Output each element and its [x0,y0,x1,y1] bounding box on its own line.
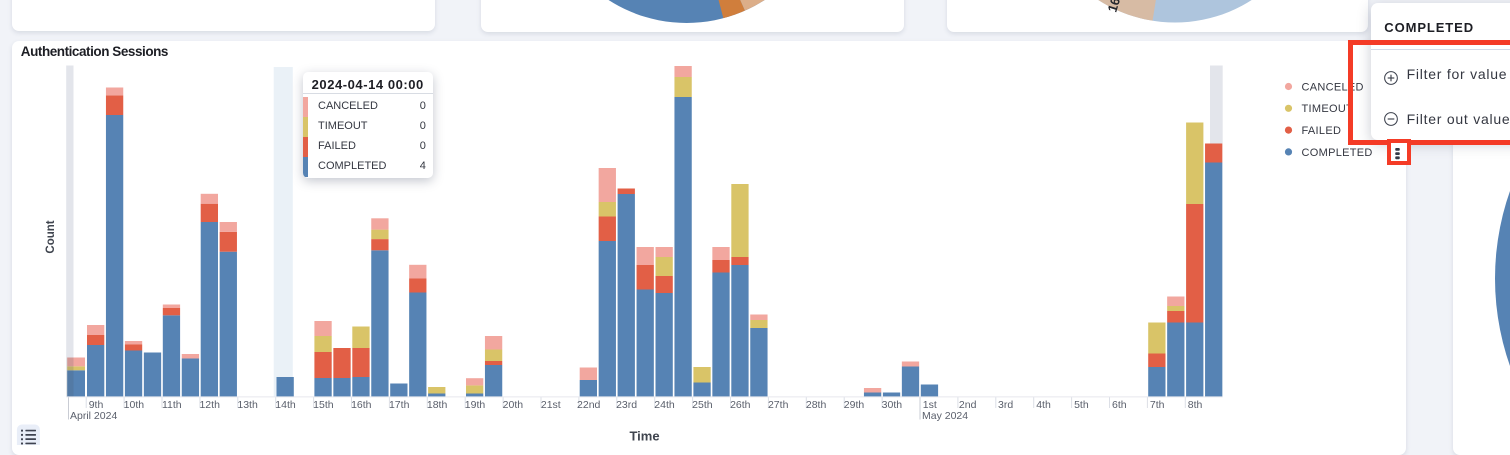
svg-text:18th: 18th [427,399,448,411]
svg-text:FAILED: FAILED [1302,125,1342,137]
svg-text:7th: 7th [1150,399,1165,411]
svg-text:COMPLETED: COMPLETED [1302,147,1373,159]
svg-text:9th: 9th [89,399,104,411]
svg-text:15th: 15th [313,399,334,411]
svg-text:22nd: 22nd [577,399,601,411]
svg-text:19th: 19th [465,399,486,411]
svg-text:10th: 10th [124,399,145,411]
svg-text:28th: 28th [806,399,827,411]
svg-text:30th: 30th [882,399,903,411]
svg-text:13th: 13th [237,399,258,411]
svg-text:2nd: 2nd [959,399,977,411]
svg-text:11th: 11th [162,399,182,411]
svg-text:16th: 16th [351,399,372,411]
svg-text:17th: 17th [389,399,410,411]
svg-text:May 2024: May 2024 [922,410,968,422]
svg-text:27th: 27th [768,399,789,411]
svg-text:1st: 1st [923,399,937,411]
svg-text:14th: 14th [275,399,296,411]
svg-text:20th: 20th [503,399,524,411]
svg-text:8th: 8th [1188,399,1203,411]
svg-text:26th: 26th [730,399,751,411]
svg-text:3rd: 3rd [998,399,1013,411]
svg-text:23rd: 23rd [616,399,637,411]
svg-text:April 2024: April 2024 [70,410,117,422]
svg-text:Count: Count [45,220,57,253]
svg-text:21st: 21st [541,399,561,411]
svg-text:6th: 6th [1112,399,1127,411]
svg-text:12th: 12th [199,399,220,411]
svg-text:29th: 29th [844,399,865,411]
svg-text:5th: 5th [1074,399,1089,411]
svg-text:24th: 24th [654,399,675,411]
svg-text:Time: Time [629,429,659,444]
svg-text:25th: 25th [692,399,713,411]
svg-text:4th: 4th [1036,399,1051,411]
svg-text:TIMEOUT: TIMEOUT [1302,103,1354,115]
